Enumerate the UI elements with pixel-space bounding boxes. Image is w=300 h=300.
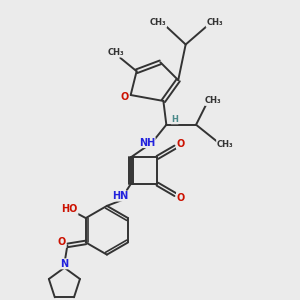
Text: CH₃: CH₃ <box>205 97 221 106</box>
Text: O: O <box>58 237 66 248</box>
Text: HO: HO <box>61 204 78 214</box>
Text: CH₃: CH₃ <box>217 140 233 148</box>
Text: O: O <box>121 92 129 101</box>
Text: O: O <box>176 193 185 202</box>
Text: CH₃: CH₃ <box>107 48 124 57</box>
Text: H: H <box>171 115 178 124</box>
Text: CH₃: CH₃ <box>150 18 166 27</box>
Text: HN: HN <box>112 191 128 201</box>
Text: O: O <box>176 139 185 149</box>
Text: NH: NH <box>139 138 155 148</box>
Text: CH₃: CH₃ <box>206 18 223 27</box>
Text: N: N <box>60 259 68 269</box>
